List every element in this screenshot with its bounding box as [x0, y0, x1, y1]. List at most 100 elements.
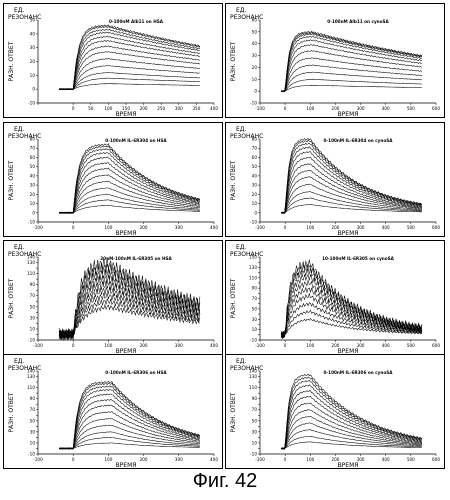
y-tick-label: 70 [252, 296, 258, 301]
series-line [59, 40, 201, 91]
y-tick-label: 90 [30, 396, 36, 401]
y-tick-label: 40 [30, 31, 36, 36]
x-tick-label: -100 [255, 457, 265, 462]
y-tick-label: -10 [28, 101, 35, 106]
x-tick-label: 200 [140, 225, 148, 230]
series-line [58, 51, 201, 90]
chart-title: 0-100nM IL-6R306 on HSA [105, 370, 167, 375]
series-line [58, 174, 201, 214]
y-tick-label: 70 [30, 293, 36, 298]
x-tick-label: 200 [331, 457, 339, 462]
series-line [58, 388, 200, 450]
series-line [280, 71, 422, 92]
series-line [280, 33, 422, 93]
y-tick-label: 130 [27, 260, 35, 265]
series-line [280, 169, 423, 214]
y-axis-label: РАЗН. ОТВЕТ [230, 41, 237, 81]
x-tick-label: -100 [33, 225, 43, 230]
x-tick-label: 500 [407, 343, 415, 348]
series-line [59, 385, 201, 450]
x-tick-label: 400 [210, 225, 218, 230]
x-tick-label: 500 [407, 225, 415, 230]
x-tick-label: 300 [175, 343, 183, 348]
series-line [281, 416, 423, 450]
series-line [280, 373, 423, 450]
x-tick-label: 400 [210, 457, 218, 462]
x-tick-label: 0 [284, 343, 287, 348]
series-line [58, 143, 201, 215]
x-tick-label: 400 [382, 225, 390, 230]
x-tick-label: 100 [306, 106, 314, 111]
y-tick-label: 60 [252, 155, 258, 160]
y-units-label: ЕД. [14, 126, 24, 133]
x-tick-label: 600 [432, 457, 440, 462]
sensorgram-svg: ЕД.РЕЗОНАНС РАЗН. ОТВЕТ ВРЕМЯ 10-100nM IL-6… [230, 244, 440, 355]
y-tick-label: 60 [252, 18, 258, 23]
x-tick-label: 0 [72, 106, 75, 111]
y-axis-label: РАЗН. ОТВЕТ [230, 278, 237, 318]
y-tick-label: 50 [252, 164, 258, 169]
sensorgram-svg: ЕД.РЕЗОНАНС РАЗН. ОТВЕТ ВРЕМЯ 0-100nM Alb11… [230, 7, 440, 118]
series-line [281, 204, 422, 214]
series-line [281, 39, 423, 92]
x-tick-label: 200 [331, 106, 339, 111]
y-units-label: ЕД. [14, 244, 24, 251]
x-tick-label: 100 [306, 225, 314, 230]
y-tick-label: 30 [252, 183, 258, 188]
x-tick-label: 600 [432, 225, 440, 230]
x-tick-label: 100 [104, 225, 112, 230]
y-tick-label: 20 [252, 65, 258, 70]
y-tick-label: 140 [27, 255, 35, 260]
y-tick-label: 0 [32, 87, 35, 92]
series-line [59, 418, 201, 450]
x-tick-label: 150 [122, 106, 130, 111]
y-tick-label: 30 [30, 183, 36, 188]
series-line [281, 176, 423, 214]
sensorgram-panel-1: ЕД. РЕЗОНАНС РАЗН. ОТВЕТ ВРЕМЯ 0-100nM Alb11… [3, 3, 223, 118]
y-tick-label: -10 [250, 101, 257, 106]
y-tick-label: 80 [252, 137, 258, 142]
x-tick-label: 500 [407, 457, 415, 462]
y-tick-label: 80 [30, 137, 36, 142]
x-tick-label: 500 [407, 106, 415, 111]
y-tick-label: 40 [30, 173, 36, 178]
y-top-label: РЕЗОНАНС [8, 251, 41, 258]
y-tick-label: 40 [252, 41, 258, 46]
series-line [59, 162, 200, 214]
y-tick-label: 10 [252, 440, 258, 445]
series-line [59, 65, 200, 90]
x-tick-label: 300 [357, 225, 365, 230]
series-line [280, 35, 423, 92]
chart-title: 0-100nM Alb11 on cynoSA [327, 19, 389, 24]
series-line [58, 286, 201, 339]
sensorgram-svg: ЕД.РЕЗОНАНС РАЗН. ОТВЕТ ВРЕМЯ 0-100nM IL-6R… [230, 358, 440, 469]
series-line [59, 424, 200, 450]
y-top-label: РЕЗОНАНС [230, 365, 263, 372]
x-tick-label: 0 [284, 457, 287, 462]
series-line [281, 197, 422, 214]
y-tick-label: 130 [27, 374, 35, 379]
chart-title: 10-100nM IL-6R305 on cynoSA [322, 256, 395, 261]
x-tick-label: 350 [192, 106, 200, 111]
y-top-label: РЕЗОНАНС [8, 133, 41, 140]
y-tick-label: -10 [28, 452, 35, 457]
y-tick-label: 20 [30, 59, 36, 64]
series-line [280, 302, 423, 338]
sensorgram-panel-8: ЕД. РЕЗОНАНС РАЗН. ОТВЕТ ВРЕМЯ 0-100nM IL-6R… [225, 354, 445, 469]
series-line [281, 57, 423, 92]
x-tick-label: 200 [140, 106, 148, 111]
y-tick-label: 10 [252, 327, 258, 332]
series-line [58, 31, 200, 91]
y-tick-label: 30 [30, 429, 36, 434]
series-line [59, 148, 201, 214]
y-tick-label: 130 [249, 265, 257, 270]
series-line [280, 137, 423, 214]
x-axis-label: ВРЕМЯ [116, 462, 137, 469]
sensorgram-svg: ЕД.РЕЗОНАНС РАЗН. ОТВЕТ ВРЕМЯ 0-100nM IL-6R… [8, 358, 218, 469]
y-tick-label: 30 [252, 317, 258, 322]
series-line [59, 180, 201, 214]
y-top-label: РЕЗОНАНС [230, 14, 263, 21]
y-tick-label: 10 [252, 77, 258, 82]
series-line [58, 382, 201, 450]
